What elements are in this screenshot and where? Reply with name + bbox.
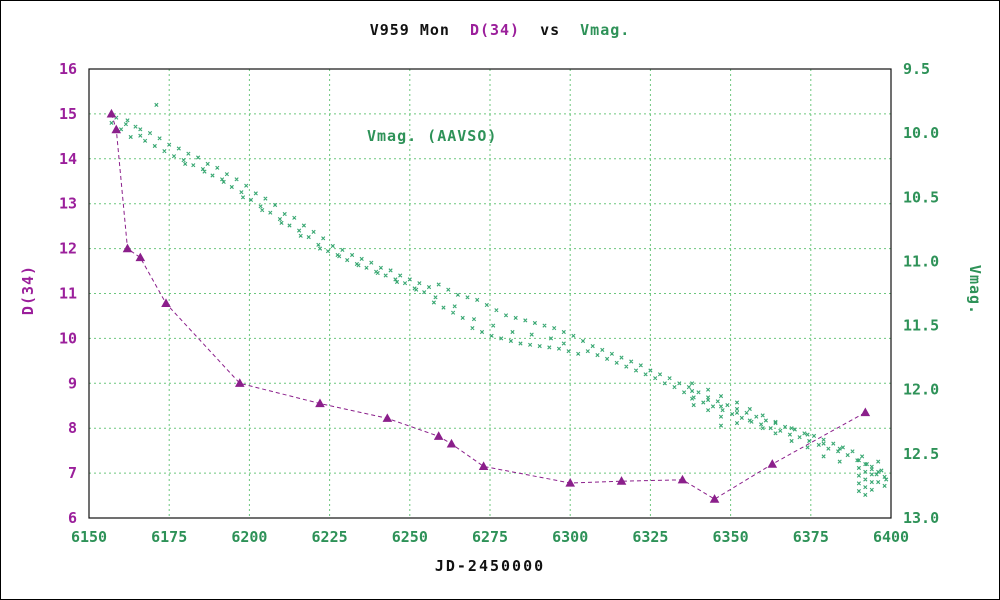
x-tick-label: 6200 — [231, 528, 267, 546]
y-left-tick-label: 14 — [59, 150, 77, 168]
d34-point — [382, 413, 393, 422]
x-tick-label: 6375 — [793, 528, 829, 546]
y-left-tick-label: 7 — [68, 464, 77, 482]
y-left-axis-title: D(34) — [19, 264, 37, 316]
y-left-tick-label: 12 — [59, 240, 77, 258]
x-tick-label: 6350 — [713, 528, 749, 546]
title-series-d34: D(34) — [469, 21, 521, 39]
y-left-tick-label: 10 — [59, 329, 77, 347]
y-left-tick-label: 11 — [59, 285, 77, 303]
d34-point — [709, 494, 720, 503]
d34-point — [122, 243, 133, 253]
y-right-tick-label: 13.0 — [903, 509, 939, 527]
x-tick-label: 6275 — [472, 528, 508, 546]
y-right-tick-label: 10.5 — [903, 188, 939, 206]
d34-point — [446, 438, 457, 448]
x-tick-label: 6225 — [312, 528, 348, 546]
y-right-tick-label: 10.0 — [903, 124, 939, 142]
y-left-tick-label: 9 — [68, 374, 77, 392]
x-tick-label: 6400 — [873, 528, 909, 546]
d34-point — [234, 378, 245, 387]
y-right-tick-label: 12.5 — [903, 445, 939, 463]
d34-point — [565, 477, 575, 487]
d34-point — [111, 124, 122, 134]
vmag-scatter-points — [109, 102, 889, 497]
d34-point — [315, 398, 325, 408]
d34-point — [135, 252, 146, 262]
d34-point — [616, 476, 627, 485]
y-right-tick-label: 11.0 — [903, 252, 939, 270]
vmag-annotation: Vmag. (AAVSO) — [367, 127, 498, 145]
y-left-tick-label: 8 — [68, 419, 77, 437]
y-right-tick-label: 11.5 — [903, 317, 939, 335]
x-tick-label: 6325 — [632, 528, 668, 546]
title-series-vmag: Vmag. — [580, 21, 631, 39]
d34-point — [767, 459, 778, 468]
x-tick-label: 6175 — [151, 528, 187, 546]
d34-point — [433, 431, 444, 440]
d34-point — [106, 108, 117, 118]
d34-point — [478, 461, 489, 470]
y-left-tick-label: 16 — [59, 60, 77, 78]
x-axis-title: JD-2450000 — [434, 557, 546, 575]
x-tick-label: 6300 — [552, 528, 588, 546]
d34-point — [161, 298, 171, 307]
y-right-tick-label: 12.0 — [903, 381, 939, 399]
y-left-tick-label: 13 — [59, 195, 77, 213]
plot-frame — [88, 68, 892, 519]
title-object-name: V959 Mon — [369, 21, 450, 39]
y-left-tick-label: 6 — [68, 509, 77, 527]
chart-title: V959 Mon D(34) vs Vmag. — [1, 21, 999, 39]
x-tick-label: 6250 — [392, 528, 428, 546]
y-right-tick-label: 9.5 — [903, 60, 930, 78]
x-tick-label: 6150 — [71, 528, 107, 546]
d34-point — [677, 474, 688, 484]
y-right-axis-title: Vmag. — [966, 264, 984, 316]
d34-point — [860, 407, 871, 417]
y-left-tick-label: 15 — [59, 105, 77, 123]
title-vs: vs — [540, 21, 561, 39]
